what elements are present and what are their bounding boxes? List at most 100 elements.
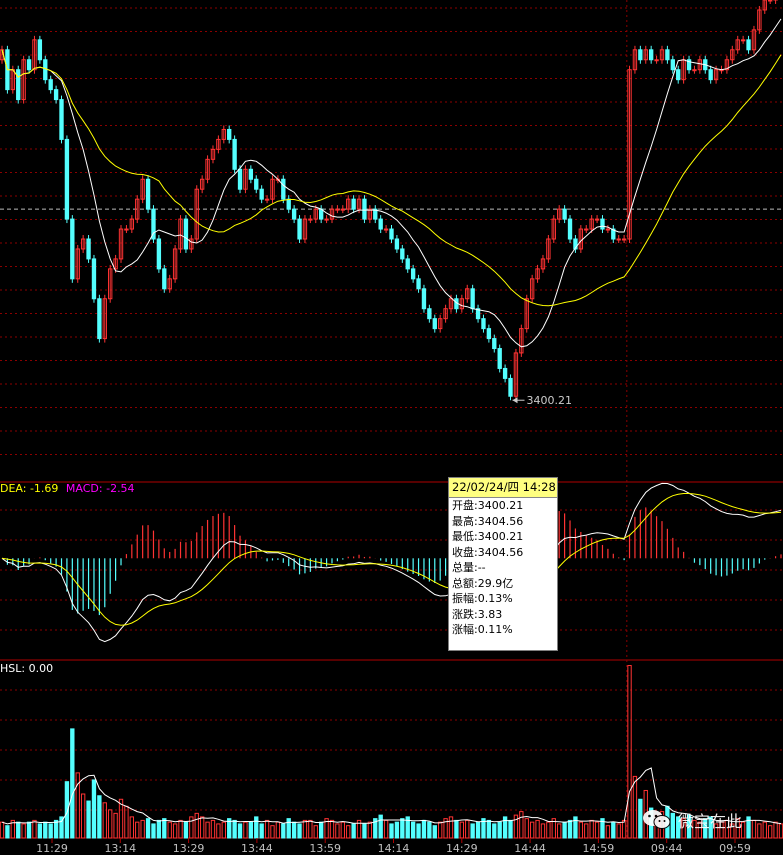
volume-bar xyxy=(221,821,226,839)
candle-body xyxy=(670,59,675,71)
volume-bar xyxy=(681,818,686,839)
volume-bar xyxy=(692,819,697,839)
candle-body xyxy=(189,238,194,250)
volume-bar xyxy=(751,819,757,839)
candle-body xyxy=(129,218,135,230)
candle-body xyxy=(145,178,151,210)
volume-bar xyxy=(367,821,373,839)
candle-body xyxy=(102,298,107,340)
candle-body xyxy=(567,218,573,240)
candle-body xyxy=(546,238,551,260)
watermark-text: 微宝在此 xyxy=(678,812,743,831)
candle-body xyxy=(313,208,318,220)
volume-bar xyxy=(768,825,773,839)
candle-body xyxy=(676,69,681,81)
volume-bar xyxy=(324,818,329,839)
candle-body xyxy=(768,0,773,2)
volume-bar xyxy=(670,812,675,839)
candle-body xyxy=(746,39,751,51)
candle-body xyxy=(140,178,145,200)
volume-bar xyxy=(578,821,584,839)
candle-body xyxy=(465,288,470,300)
tooltip-open: 开盘:3400.21 xyxy=(452,499,524,512)
volume-bar xyxy=(151,823,156,839)
volume-bar xyxy=(275,821,281,839)
candle-body xyxy=(621,238,627,241)
volume-bar xyxy=(616,823,621,839)
candle-body xyxy=(167,278,172,290)
volume-bar xyxy=(740,821,746,839)
candle-body xyxy=(64,138,70,220)
volume-bar xyxy=(486,819,492,839)
volume-bar xyxy=(124,805,129,839)
volume-bar xyxy=(448,816,454,839)
volume-bar xyxy=(383,819,389,839)
candle-body xyxy=(410,268,416,280)
candle-body xyxy=(113,258,118,270)
wechat-icon xyxy=(643,810,671,829)
axis-tick-label: 11:29 xyxy=(36,842,68,855)
volume-bar xyxy=(373,818,378,839)
volume-bar xyxy=(746,816,751,839)
volume-bar xyxy=(194,812,199,839)
dea-line xyxy=(1,493,782,626)
volume-bar xyxy=(162,818,167,839)
watermark: 微宝在此 xyxy=(642,806,742,834)
candle-body xyxy=(324,218,329,221)
volume-bar xyxy=(291,821,297,839)
volume-bar xyxy=(459,821,465,839)
candle-body xyxy=(502,367,508,379)
volume-bar xyxy=(773,821,778,839)
volume-bar xyxy=(118,798,124,839)
candle-body xyxy=(151,208,156,240)
candle-body xyxy=(156,238,162,270)
candle-body xyxy=(508,377,513,397)
candle-body xyxy=(524,298,529,330)
volume-bar xyxy=(421,819,427,839)
candle-body xyxy=(378,218,383,230)
volume-bar xyxy=(356,819,362,839)
volume-bar xyxy=(438,821,443,839)
candle-body xyxy=(135,198,140,220)
volume-bar xyxy=(26,821,32,839)
volume-bar xyxy=(757,823,762,839)
volume-bar xyxy=(16,821,21,839)
volume-bar xyxy=(129,816,135,839)
volume-bar xyxy=(80,793,86,839)
candle-body xyxy=(459,298,465,310)
volume-bar xyxy=(584,823,589,839)
candle-body xyxy=(708,69,713,81)
volume-bar xyxy=(205,821,210,839)
tooltip-date: 22/02/24/四 14:28 xyxy=(449,478,557,498)
dif-line xyxy=(1,482,782,643)
volume-bar xyxy=(210,819,216,839)
candle-body xyxy=(573,238,578,250)
volume-bar xyxy=(540,823,546,839)
candle-body xyxy=(686,59,692,71)
candle-body xyxy=(340,208,345,211)
volume-bar xyxy=(91,779,97,839)
candle-body xyxy=(724,59,730,71)
candle-body xyxy=(405,258,410,270)
candle-body xyxy=(70,218,75,280)
volume-bar xyxy=(362,823,367,839)
candle-body xyxy=(432,318,437,330)
candle-body xyxy=(611,228,616,240)
axis-tick-label: 14:44 xyxy=(514,842,546,855)
candle-body xyxy=(75,248,80,280)
candle-body xyxy=(221,128,226,140)
candle-body xyxy=(329,208,335,220)
volume-bar xyxy=(53,819,59,839)
volume-bar xyxy=(286,818,291,839)
axis-tick-label: 13:29 xyxy=(173,842,205,855)
axis-tick-label: 13:59 xyxy=(309,842,341,855)
candle-body xyxy=(470,288,475,310)
volume-bar xyxy=(70,728,75,839)
volume-bar xyxy=(108,809,113,839)
volume-bar xyxy=(308,819,313,839)
volume-bar xyxy=(21,823,26,839)
volume-bar xyxy=(627,665,632,839)
candle-body xyxy=(297,218,302,240)
volume-bar xyxy=(676,816,681,839)
volume-bar xyxy=(513,814,519,839)
